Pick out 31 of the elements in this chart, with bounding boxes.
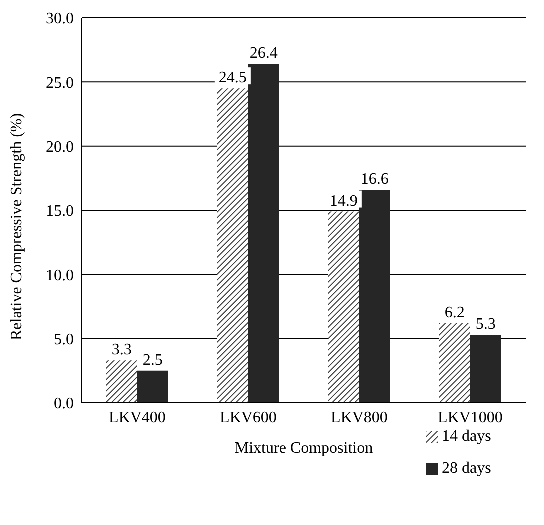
bar xyxy=(217,88,248,403)
x-tick-label: LKV800 xyxy=(331,409,388,426)
data-label: 5.3 xyxy=(476,316,496,333)
legend-label: 14 days xyxy=(442,428,492,446)
y-tick-label: 30.0 xyxy=(46,10,74,28)
x-tick-label: LKV400 xyxy=(109,409,166,426)
legend-label: 28 days xyxy=(442,460,492,478)
x-tick-label: LKV1000 xyxy=(438,409,503,426)
y-tick-label: 25.0 xyxy=(46,74,74,92)
bar xyxy=(470,334,502,403)
data-label: 2.5 xyxy=(142,352,163,369)
y-tick-label: 15.0 xyxy=(46,203,74,220)
x-tick-label: LKV600 xyxy=(220,409,277,426)
bar xyxy=(106,360,138,403)
data-label: 14.9 xyxy=(330,192,358,210)
y-tick-label: 5.0 xyxy=(54,332,74,349)
y-tick-label: 20.0 xyxy=(46,139,74,156)
bar xyxy=(328,212,360,403)
bar xyxy=(439,323,470,403)
y-axis-title: Relative Compressive Strength (%) xyxy=(8,113,26,340)
y-tick-label: 10.0 xyxy=(46,267,74,284)
data-label: 3.3 xyxy=(112,342,132,359)
data-label: 24.5 xyxy=(218,70,247,87)
data-label: 26.4 xyxy=(250,45,278,62)
bar xyxy=(248,64,280,403)
y-tick-label: 0.0 xyxy=(54,396,74,413)
data-label: 6.2 xyxy=(444,304,465,322)
bar xyxy=(359,190,390,403)
data-label: 16.6 xyxy=(360,170,389,188)
bar xyxy=(137,370,168,403)
x-axis-title: Mixture Composition xyxy=(234,440,374,457)
